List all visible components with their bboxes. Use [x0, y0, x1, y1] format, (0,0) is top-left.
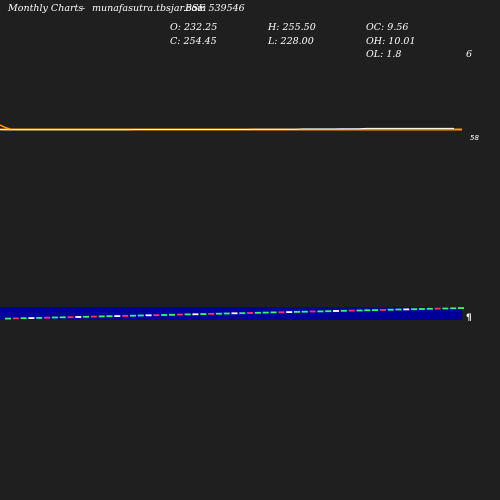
volume-bar — [270, 311, 277, 314]
open-value: O: 232.25 — [170, 22, 218, 33]
volume-bar — [387, 308, 394, 311]
volume-bar — [395, 308, 402, 311]
volume-bar — [309, 310, 316, 313]
volume-bar — [176, 313, 183, 316]
oc-value: OC: 9.56 — [366, 22, 409, 33]
ol-value: OL: 1.8 — [366, 49, 402, 60]
volume-bar — [262, 311, 269, 314]
volume-bar — [208, 313, 215, 315]
volume-bar — [231, 312, 238, 315]
volume-bar — [325, 310, 332, 313]
volume-bar — [278, 311, 285, 314]
right-value: 6 — [466, 49, 473, 60]
price-start-curl — [0, 124, 11, 130]
volume-bar — [28, 317, 35, 319]
price-axis-label: 58 — [470, 134, 479, 142]
volume-bar — [215, 312, 222, 315]
volume-bar — [458, 307, 464, 309]
volume-bar — [348, 309, 355, 312]
volume-bar — [145, 314, 152, 317]
volume-bar — [223, 312, 230, 315]
volume-bar — [372, 309, 379, 311]
volume-bar — [286, 311, 293, 313]
volume-series — [0, 307, 464, 320]
volume-bar — [67, 316, 74, 319]
volume-bar — [254, 311, 261, 314]
volume-bar — [426, 307, 433, 310]
volume-bar — [450, 307, 457, 310]
oh-value: OH: 10.01 — [366, 36, 416, 47]
volume-bar — [317, 310, 324, 313]
volume-bar — [333, 310, 339, 312]
volume-bar — [169, 313, 175, 316]
price-series — [0, 124, 462, 131]
volume-bar — [12, 317, 19, 320]
volume-bar — [247, 312, 254, 314]
volume-bar — [294, 311, 300, 313]
volume-bar — [340, 309, 347, 312]
volume-bar — [442, 307, 449, 310]
price-close-line — [0, 127, 454, 131]
volume-bar — [36, 317, 43, 319]
low-value: L: 228.00 — [268, 36, 314, 47]
volume-bar — [106, 315, 113, 318]
high-value: H: 255.50 — [268, 22, 316, 33]
volume-axis-tick: ¶ — [466, 313, 472, 323]
volume-bar — [184, 313, 191, 316]
volume-bar — [51, 316, 58, 319]
volume-bar — [114, 315, 121, 317]
volume-bar — [379, 309, 386, 311]
volume-bar — [90, 315, 97, 318]
volume-bar — [75, 316, 82, 318]
volume-bar — [192, 313, 199, 316]
close-value: C: 254.45 — [170, 36, 217, 47]
volume-bar — [301, 310, 308, 313]
chart-title: Monthly Charts — [8, 3, 84, 14]
volume-bar — [403, 308, 410, 311]
volume-bar — [411, 308, 418, 311]
volume-bar — [356, 309, 363, 312]
volume-bar — [44, 316, 51, 319]
volume-bar — [130, 314, 136, 317]
header-dash: - — [82, 3, 86, 14]
volume-bar — [434, 307, 441, 310]
volume-bar — [83, 315, 90, 318]
symbol-label: BSE 539546 — [185, 3, 245, 14]
volume-bar — [153, 314, 160, 317]
volume-bar — [5, 317, 11, 320]
volume-bar — [161, 314, 168, 316]
volume-bar — [200, 313, 207, 315]
volume-bar — [59, 316, 66, 319]
volume-bar — [418, 308, 425, 310]
volume-bar — [98, 315, 105, 318]
volume-bar — [122, 315, 129, 317]
volume-bar — [137, 314, 144, 317]
volume-bar — [364, 309, 371, 312]
volume-bar — [20, 317, 27, 320]
volume-bar — [239, 312, 246, 315]
site-name: munafasutra.tbsjar.com — [92, 3, 207, 14]
